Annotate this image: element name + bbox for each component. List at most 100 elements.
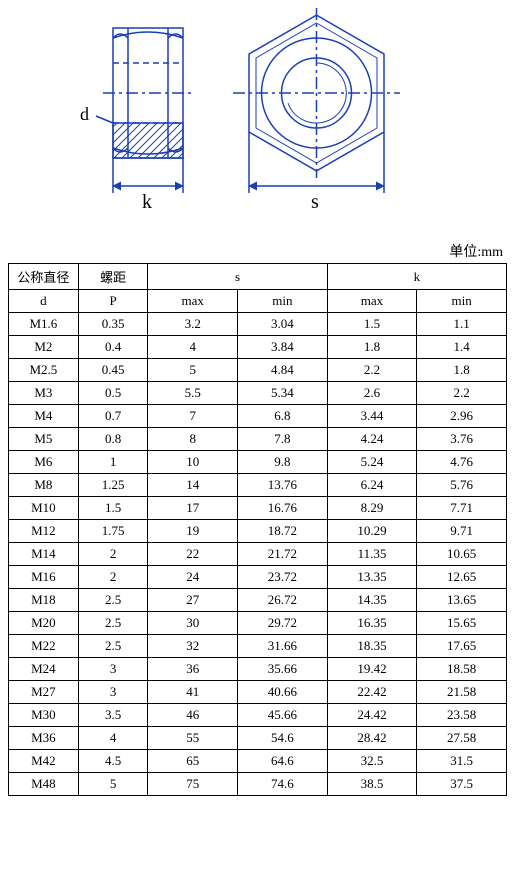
cell-kmax: 2.2 xyxy=(327,359,417,382)
cell-kmin: 18.58 xyxy=(417,658,507,681)
unit-label: 单位:mm xyxy=(8,241,503,261)
cell-kmax: 22.42 xyxy=(327,681,417,704)
cell-d: M16 xyxy=(9,566,79,589)
cell-smin: 16.76 xyxy=(238,497,328,520)
cell-kmin: 21.58 xyxy=(417,681,507,704)
table-row: M101.51716.768.297.71 xyxy=(9,497,507,520)
table-row: M121.751918.7210.299.71 xyxy=(9,520,507,543)
cell-kmin: 27.58 xyxy=(417,727,507,750)
nut-side-view xyxy=(103,28,193,158)
cell-smin: 26.72 xyxy=(238,589,328,612)
cell-d: M30 xyxy=(9,704,79,727)
cell-smax: 30 xyxy=(148,612,238,635)
cell-d: M2.5 xyxy=(9,359,79,382)
cell-d: M18 xyxy=(9,589,79,612)
nut-front-view xyxy=(233,8,400,178)
cell-p: 2 xyxy=(78,566,148,589)
cell-smax: 24 xyxy=(148,566,238,589)
cell-smax: 27 xyxy=(148,589,238,612)
cell-d: M1.6 xyxy=(9,313,79,336)
cell-kmin: 37.5 xyxy=(417,773,507,796)
cell-p: 2 xyxy=(78,543,148,566)
cell-smax: 19 xyxy=(148,520,238,543)
cell-smax: 46 xyxy=(148,704,238,727)
cell-smax: 5 xyxy=(148,359,238,382)
table-row: M30.55.55.342.62.2 xyxy=(9,382,507,405)
th-k: k xyxy=(327,264,506,290)
cell-p: 0.45 xyxy=(78,359,148,382)
svg-text:d: d xyxy=(80,104,89,124)
cell-smax: 41 xyxy=(148,681,238,704)
cell-d: M22 xyxy=(9,635,79,658)
cell-p: 2.5 xyxy=(78,612,148,635)
cell-smax: 65 xyxy=(148,750,238,773)
cell-p: 0.7 xyxy=(78,405,148,428)
cell-smax: 17 xyxy=(148,497,238,520)
th-k-min: min xyxy=(417,290,507,313)
cell-p: 1.5 xyxy=(78,497,148,520)
cell-p: 1 xyxy=(78,451,148,474)
svg-text:s: s xyxy=(311,191,319,213)
cell-smax: 36 xyxy=(148,658,238,681)
th-s: s xyxy=(148,264,327,290)
cell-kmin: 1.1 xyxy=(417,313,507,336)
cell-p: 2.5 xyxy=(78,635,148,658)
cell-kmax: 6.24 xyxy=(327,474,417,497)
table-row: M40.776.83.442.96 xyxy=(9,405,507,428)
cell-kmax: 4.24 xyxy=(327,428,417,451)
cell-p: 3 xyxy=(78,658,148,681)
cell-d: M14 xyxy=(9,543,79,566)
table-row: M1622423.7213.3512.65 xyxy=(9,566,507,589)
table-row: M182.52726.7214.3513.65 xyxy=(9,589,507,612)
cell-smax: 22 xyxy=(148,543,238,566)
table-row: M2734140.6622.4221.58 xyxy=(9,681,507,704)
table-row: M424.56564.632.531.5 xyxy=(9,750,507,773)
cell-kmax: 14.35 xyxy=(327,589,417,612)
cell-smin: 23.72 xyxy=(238,566,328,589)
cell-p: 4 xyxy=(78,727,148,750)
cell-p: 0.8 xyxy=(78,428,148,451)
cell-kmin: 31.5 xyxy=(417,750,507,773)
cell-smin: 31.66 xyxy=(238,635,328,658)
cell-kmin: 1.8 xyxy=(417,359,507,382)
cell-p: 0.4 xyxy=(78,336,148,359)
cell-smin: 35.66 xyxy=(238,658,328,681)
th-d-top: 公称直径 xyxy=(9,264,79,290)
cell-smax: 10 xyxy=(148,451,238,474)
th-p-bot: P xyxy=(78,290,148,313)
table-row: M61109.85.244.76 xyxy=(9,451,507,474)
cell-p: 3 xyxy=(78,681,148,704)
table-row: M81.251413.766.245.76 xyxy=(9,474,507,497)
cell-smax: 8 xyxy=(148,428,238,451)
cell-kmax: 32.5 xyxy=(327,750,417,773)
cell-p: 5 xyxy=(78,773,148,796)
cell-smin: 4.84 xyxy=(238,359,328,382)
cell-kmax: 19.42 xyxy=(327,658,417,681)
cell-kmin: 9.71 xyxy=(417,520,507,543)
cell-d: M5 xyxy=(9,428,79,451)
cell-kmin: 23.58 xyxy=(417,704,507,727)
cell-p: 0.5 xyxy=(78,382,148,405)
cell-smax: 3.2 xyxy=(148,313,238,336)
dimensions-table: 公称直径 螺距 s k d P max min max min M1.60.35… xyxy=(8,263,507,796)
cell-smax: 14 xyxy=(148,474,238,497)
table-row: M303.54645.6624.4223.58 xyxy=(9,704,507,727)
cell-d: M12 xyxy=(9,520,79,543)
cell-d: M6 xyxy=(9,451,79,474)
cell-kmin: 1.4 xyxy=(417,336,507,359)
th-k-max: max xyxy=(327,290,417,313)
cell-smax: 7 xyxy=(148,405,238,428)
cell-smin: 3.04 xyxy=(238,313,328,336)
cell-kmin: 10.65 xyxy=(417,543,507,566)
table-row: M1422221.7211.3510.65 xyxy=(9,543,507,566)
cell-smax: 32 xyxy=(148,635,238,658)
cell-smin: 64.6 xyxy=(238,750,328,773)
cell-d: M8 xyxy=(9,474,79,497)
cell-smin: 21.72 xyxy=(238,543,328,566)
cell-smax: 75 xyxy=(148,773,238,796)
cell-smin: 40.66 xyxy=(238,681,328,704)
cell-kmax: 13.35 xyxy=(327,566,417,589)
cell-kmax: 38.5 xyxy=(327,773,417,796)
cell-smax: 55 xyxy=(148,727,238,750)
th-p-top: 螺距 xyxy=(78,264,148,290)
